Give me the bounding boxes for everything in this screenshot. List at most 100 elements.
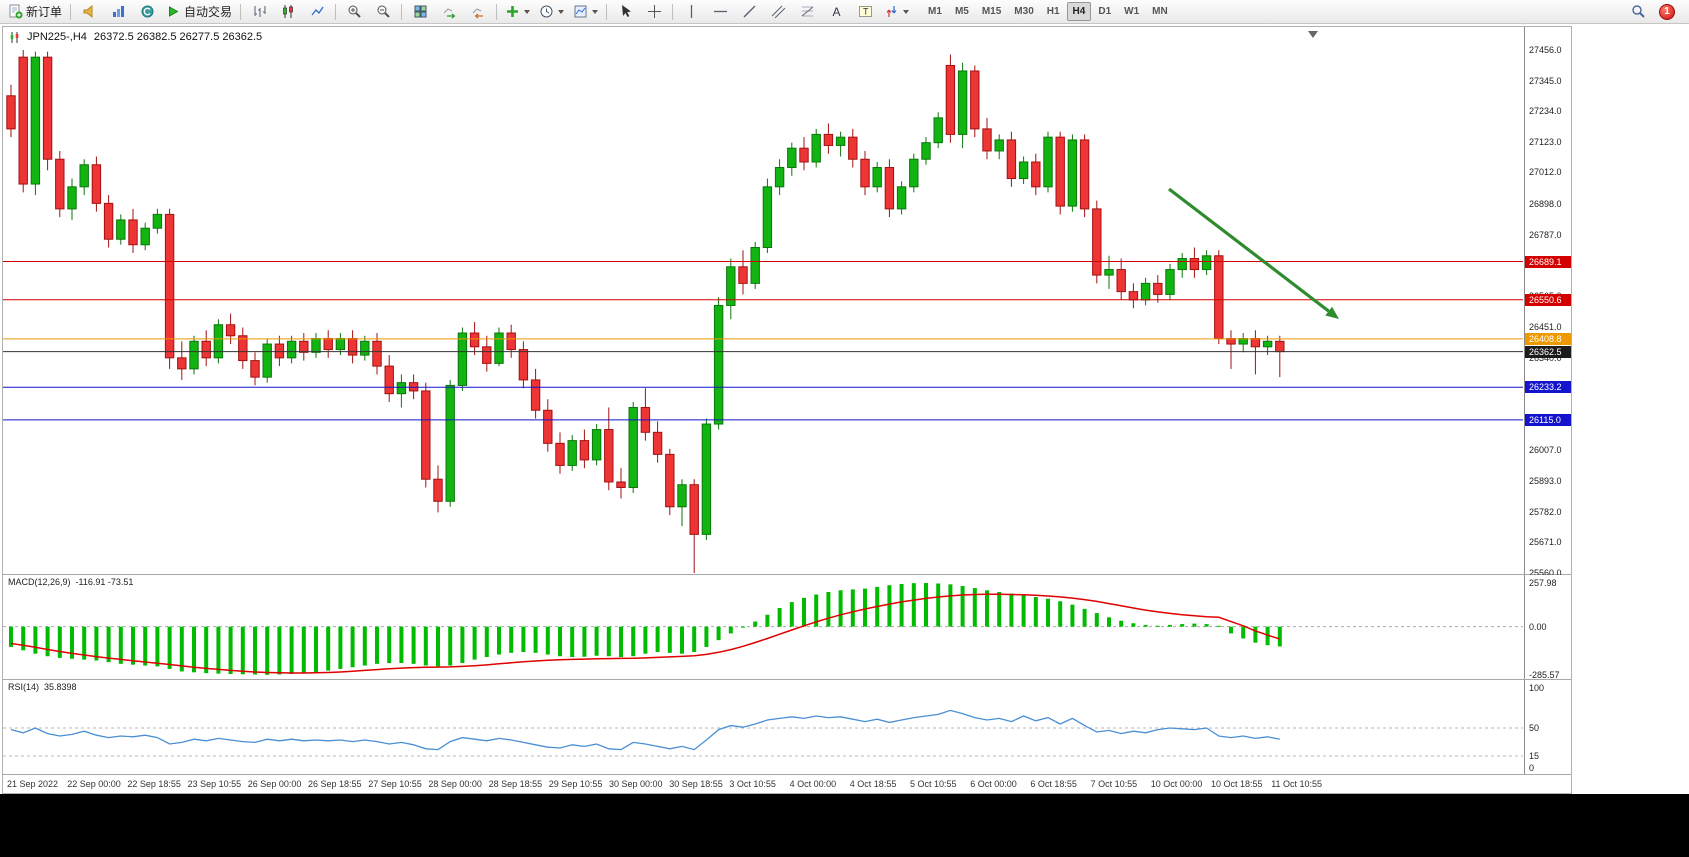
text-label-button[interactable]: T — [851, 1, 879, 23]
macd-histogram-bar — [570, 626, 575, 658]
channel-button[interactable] — [764, 1, 792, 23]
candle-body — [1104, 269, 1114, 276]
timeframe-m5[interactable]: M5 — [954, 6, 969, 17]
metaeditor-button[interactable] — [133, 1, 161, 23]
candle-body — [421, 390, 431, 480]
timeframe-h4[interactable]: H4 — [1066, 2, 1092, 21]
chart-shift-button[interactable] — [464, 1, 492, 23]
price-tick-label: 26451.0 — [1529, 322, 1562, 333]
candle-body — [945, 64, 956, 135]
chart-window: JPN225-,H4 26372.5 26382.5 26277.5 26362… — [2, 26, 1572, 794]
price-chart-canvas[interactable] — [3, 27, 1523, 574]
candle-body — [738, 266, 748, 284]
toolbar-separator — [240, 3, 242, 20]
templates-button[interactable] — [569, 1, 602, 23]
arrows-tool-button[interactable] — [880, 1, 913, 23]
periods-button[interactable] — [535, 1, 568, 23]
macd-histogram-bar — [997, 591, 1002, 627]
indicators-button[interactable] — [501, 1, 534, 23]
macd-histogram-bar — [521, 626, 526, 652]
macd-scale[interactable]: 257.98 0.00 -285.57 — [1524, 575, 1571, 680]
timeframe-d1[interactable]: D1 — [1098, 6, 1112, 17]
market-depth-button[interactable] — [104, 1, 132, 23]
candle-body — [30, 56, 41, 185]
macd-histogram-bar — [1168, 624, 1172, 627]
macd-histogram-bar — [1265, 626, 1270, 646]
macd-histogram-bar — [1070, 604, 1075, 627]
timeframe-h1[interactable]: H1 — [1046, 6, 1060, 17]
fibonacci-button[interactable] — [793, 1, 821, 23]
macd-histogram-bar — [399, 626, 404, 663]
candle-body — [177, 357, 187, 370]
signals-button[interactable] — [75, 1, 103, 23]
chart-shift-marker[interactable] — [1308, 31, 1318, 38]
trend-arrow-head[interactable] — [1325, 306, 1339, 319]
search-icon — [1631, 5, 1645, 18]
timeframe-w1[interactable]: W1 — [1124, 6, 1140, 17]
bar-chart-button[interactable] — [245, 1, 273, 23]
macd-histogram-bar — [436, 626, 440, 667]
macd-histogram-bar — [826, 591, 831, 627]
timeframe-m30[interactable]: M30 — [1014, 6, 1034, 17]
candle-body — [1153, 282, 1163, 295]
macd-canvas[interactable] — [3, 575, 1523, 679]
candle-body — [860, 158, 870, 188]
price-scale[interactable]: 27456.0 27345.0 27234.0 27123.0 27012.0 26898… — [1524, 27, 1571, 578]
auto-trading-button[interactable]: 自动交易 — [162, 1, 236, 23]
trendline-button[interactable] — [735, 1, 763, 23]
macd-histogram-bar — [1021, 595, 1026, 627]
new-order-button[interactable]: 新订单 — [4, 1, 66, 23]
rsi-pane[interactable]: RSI(14) 35.8398 100 50 15 0 — [3, 680, 1571, 775]
candle-body — [787, 147, 797, 169]
trend-arrow[interactable] — [1168, 187, 1330, 313]
timeframe-m1[interactable]: M1 — [928, 6, 942, 17]
macd-signal-line — [10, 593, 1281, 674]
time-axis-label: 28 Sep 00:00 — [428, 779, 482, 789]
candle-body — [1250, 338, 1261, 348]
macd-histogram-bar — [45, 626, 50, 657]
candle-body — [701, 423, 712, 535]
candle-body — [1201, 255, 1212, 271]
timeframe-mn[interactable]: MN — [1152, 6, 1168, 17]
macd-histogram-bar — [667, 626, 672, 653]
metaeditor-icon — [141, 5, 154, 18]
horizontal-line-button[interactable] — [706, 1, 734, 23]
rsi-scale[interactable]: 100 50 15 0 — [1524, 680, 1571, 774]
macd-histogram-bar — [362, 626, 367, 666]
time-axis[interactable]: 21 Sep 2022 22 Sep 00:00 22 Sep 18:55 23 Se… — [3, 775, 1571, 794]
zoom-in-button[interactable] — [340, 1, 368, 23]
timeframe-m15[interactable]: M15 — [981, 6, 1002, 17]
add-indicator-icon — [507, 6, 519, 17]
cursor-button[interactable] — [611, 1, 639, 23]
crosshair-button[interactable] — [640, 1, 668, 23]
tile-windows-button[interactable] — [406, 1, 434, 23]
search-button[interactable] — [1624, 1, 1652, 23]
time-axis-label: 28 Sep 18:55 — [488, 779, 543, 789]
macd-histogram-bar — [533, 626, 538, 653]
macd-histogram-bar — [716, 626, 721, 641]
notification-badge[interactable]: 1 — [1659, 3, 1675, 20]
candle-body — [396, 382, 407, 395]
clock-icon — [540, 5, 553, 18]
zoom-in-icon — [348, 5, 361, 18]
macd-pane[interactable]: MACD(12,26,9) -116.91 -73.51 257.98 0.00 -… — [3, 575, 1571, 680]
candle-body — [762, 186, 773, 249]
candle-body — [128, 219, 138, 246]
candle-body — [335, 338, 346, 351]
text-button[interactable]: A — [822, 1, 850, 23]
toolbar-separator — [496, 3, 498, 20]
vertical-line-button[interactable] — [677, 1, 705, 23]
macd-histogram-bar — [753, 621, 758, 627]
auto-scroll-button[interactable] — [435, 1, 463, 23]
candlestick-chart-button[interactable] — [274, 1, 302, 23]
candle-body — [823, 133, 834, 146]
main-toolbar: 新订单 自动交易 — [0, 0, 1689, 24]
macd-histogram-bar — [338, 626, 343, 669]
price-pane[interactable]: JPN225-,H4 26372.5 26382.5 26277.5 26362… — [3, 27, 1571, 578]
price-tick-label: 26007.0 — [1529, 444, 1562, 455]
play-icon — [169, 6, 179, 17]
zoom-out-button[interactable] — [369, 1, 397, 23]
rsi-canvas[interactable] — [3, 680, 1523, 774]
line-chart-button[interactable] — [303, 1, 331, 23]
candle-body — [579, 440, 590, 461]
